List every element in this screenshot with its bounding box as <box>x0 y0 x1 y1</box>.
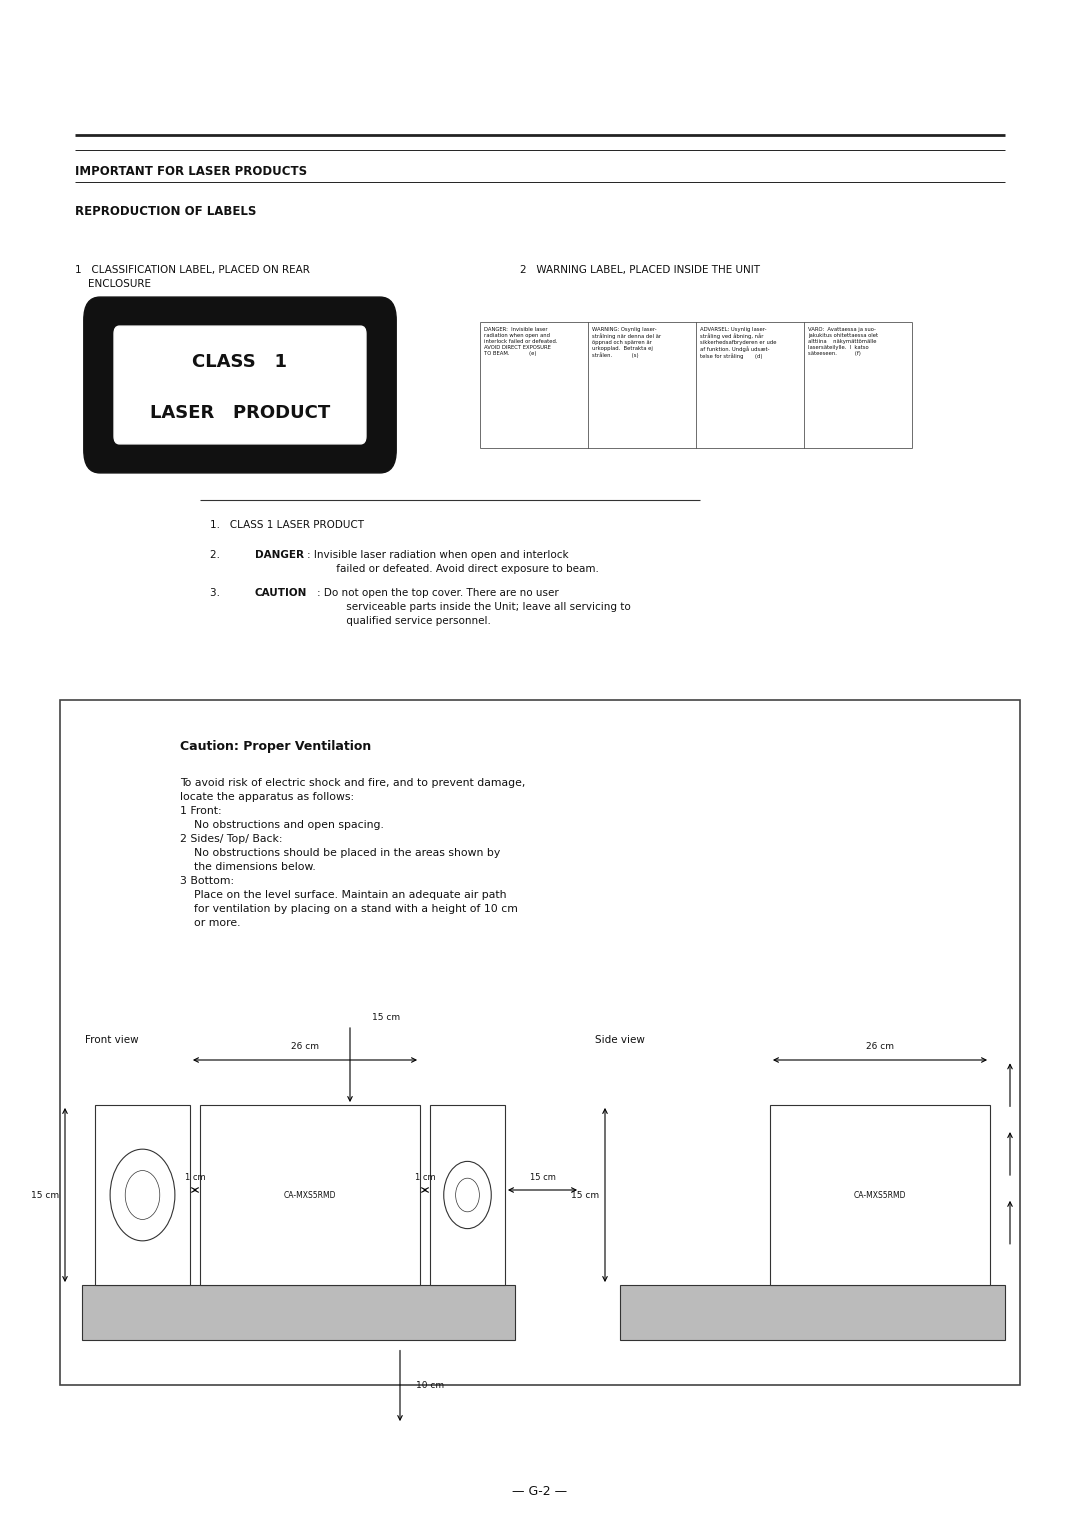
Text: 2   WARNING LABEL, PLACED INSIDE THE UNIT: 2 WARNING LABEL, PLACED INSIDE THE UNIT <box>519 264 760 275</box>
Text: DANGER:  Invisible laser
radiation when open and
interlock failed or defeated.
A: DANGER: Invisible laser radiation when o… <box>484 327 557 356</box>
Text: CLASS   1: CLASS 1 <box>192 353 287 371</box>
Text: ADVARSEL: Usynlig laser-
stråling ved åbning, når
sikkerhedsafbryderen er ude
af: ADVARSEL: Usynlig laser- stråling ved åb… <box>700 327 777 359</box>
Text: 15 cm: 15 cm <box>31 1190 59 1199</box>
Text: 2.: 2. <box>210 550 230 559</box>
Text: 15 cm: 15 cm <box>372 1013 400 1022</box>
Bar <box>620 1285 1005 1340</box>
Text: Caution: Proper Ventilation: Caution: Proper Ventilation <box>180 740 372 753</box>
Text: 3.: 3. <box>210 588 230 597</box>
Text: 26 cm: 26 cm <box>291 1042 319 1051</box>
Text: 15 cm: 15 cm <box>529 1174 555 1183</box>
Bar <box>82 1285 515 1340</box>
Text: CA-MXS5RMD: CA-MXS5RMD <box>284 1190 336 1199</box>
Text: To avoid risk of electric shock and fire, and to prevent damage,
locate the appa: To avoid risk of electric shock and fire… <box>180 778 525 927</box>
FancyBboxPatch shape <box>84 296 396 474</box>
Bar <box>60 700 1020 1384</box>
Text: : Do not open the top cover. There are no user
         serviceable parts inside: : Do not open the top cover. There are n… <box>318 588 631 626</box>
Text: Front view: Front view <box>85 1034 138 1045</box>
Bar <box>770 1105 990 1285</box>
Text: Side view: Side view <box>595 1034 645 1045</box>
Text: LASER   PRODUCT: LASER PRODUCT <box>150 403 330 422</box>
Text: CA-MXS5RMD: CA-MXS5RMD <box>854 1190 906 1199</box>
Text: IMPORTANT FOR LASER PRODUCTS: IMPORTANT FOR LASER PRODUCTS <box>75 165 307 177</box>
Text: DANGER: DANGER <box>255 550 303 559</box>
Text: CAUTION: CAUTION <box>255 588 308 597</box>
Text: 1 cm: 1 cm <box>185 1174 205 1183</box>
Text: VARO:  Avattaessa ja suo-
jakukitus ohitettaessa olet
alttiina    näkymättömälle: VARO: Avattaessa ja suo- jakukitus ohite… <box>808 327 878 356</box>
Text: 26 cm: 26 cm <box>866 1042 894 1051</box>
Text: : Invisible laser radiation when open and interlock
         failed or defeated.: : Invisible laser radiation when open an… <box>307 550 599 575</box>
Text: — G-2 —: — G-2 — <box>512 1485 568 1497</box>
Text: 15 cm: 15 cm <box>571 1190 599 1199</box>
FancyBboxPatch shape <box>114 325 366 445</box>
Text: 1.   CLASS 1 LASER PRODUCT: 1. CLASS 1 LASER PRODUCT <box>210 520 364 530</box>
Bar <box>95 1105 190 1285</box>
Text: 1 cm: 1 cm <box>415 1174 435 1183</box>
Bar <box>430 1105 505 1285</box>
Text: WARNING: Osynlig laser-
strålning när denna del är
öppnad och spärren är
urkoppl: WARNING: Osynlig laser- strålning när de… <box>592 327 661 358</box>
Bar <box>200 1105 420 1285</box>
Text: REPRODUCTION OF LABELS: REPRODUCTION OF LABELS <box>75 205 256 219</box>
Text: 1   CLASSIFICATION LABEL, PLACED ON REAR
    ENCLOSURE: 1 CLASSIFICATION LABEL, PLACED ON REAR E… <box>75 264 310 289</box>
Text: 10 cm: 10 cm <box>416 1381 444 1390</box>
